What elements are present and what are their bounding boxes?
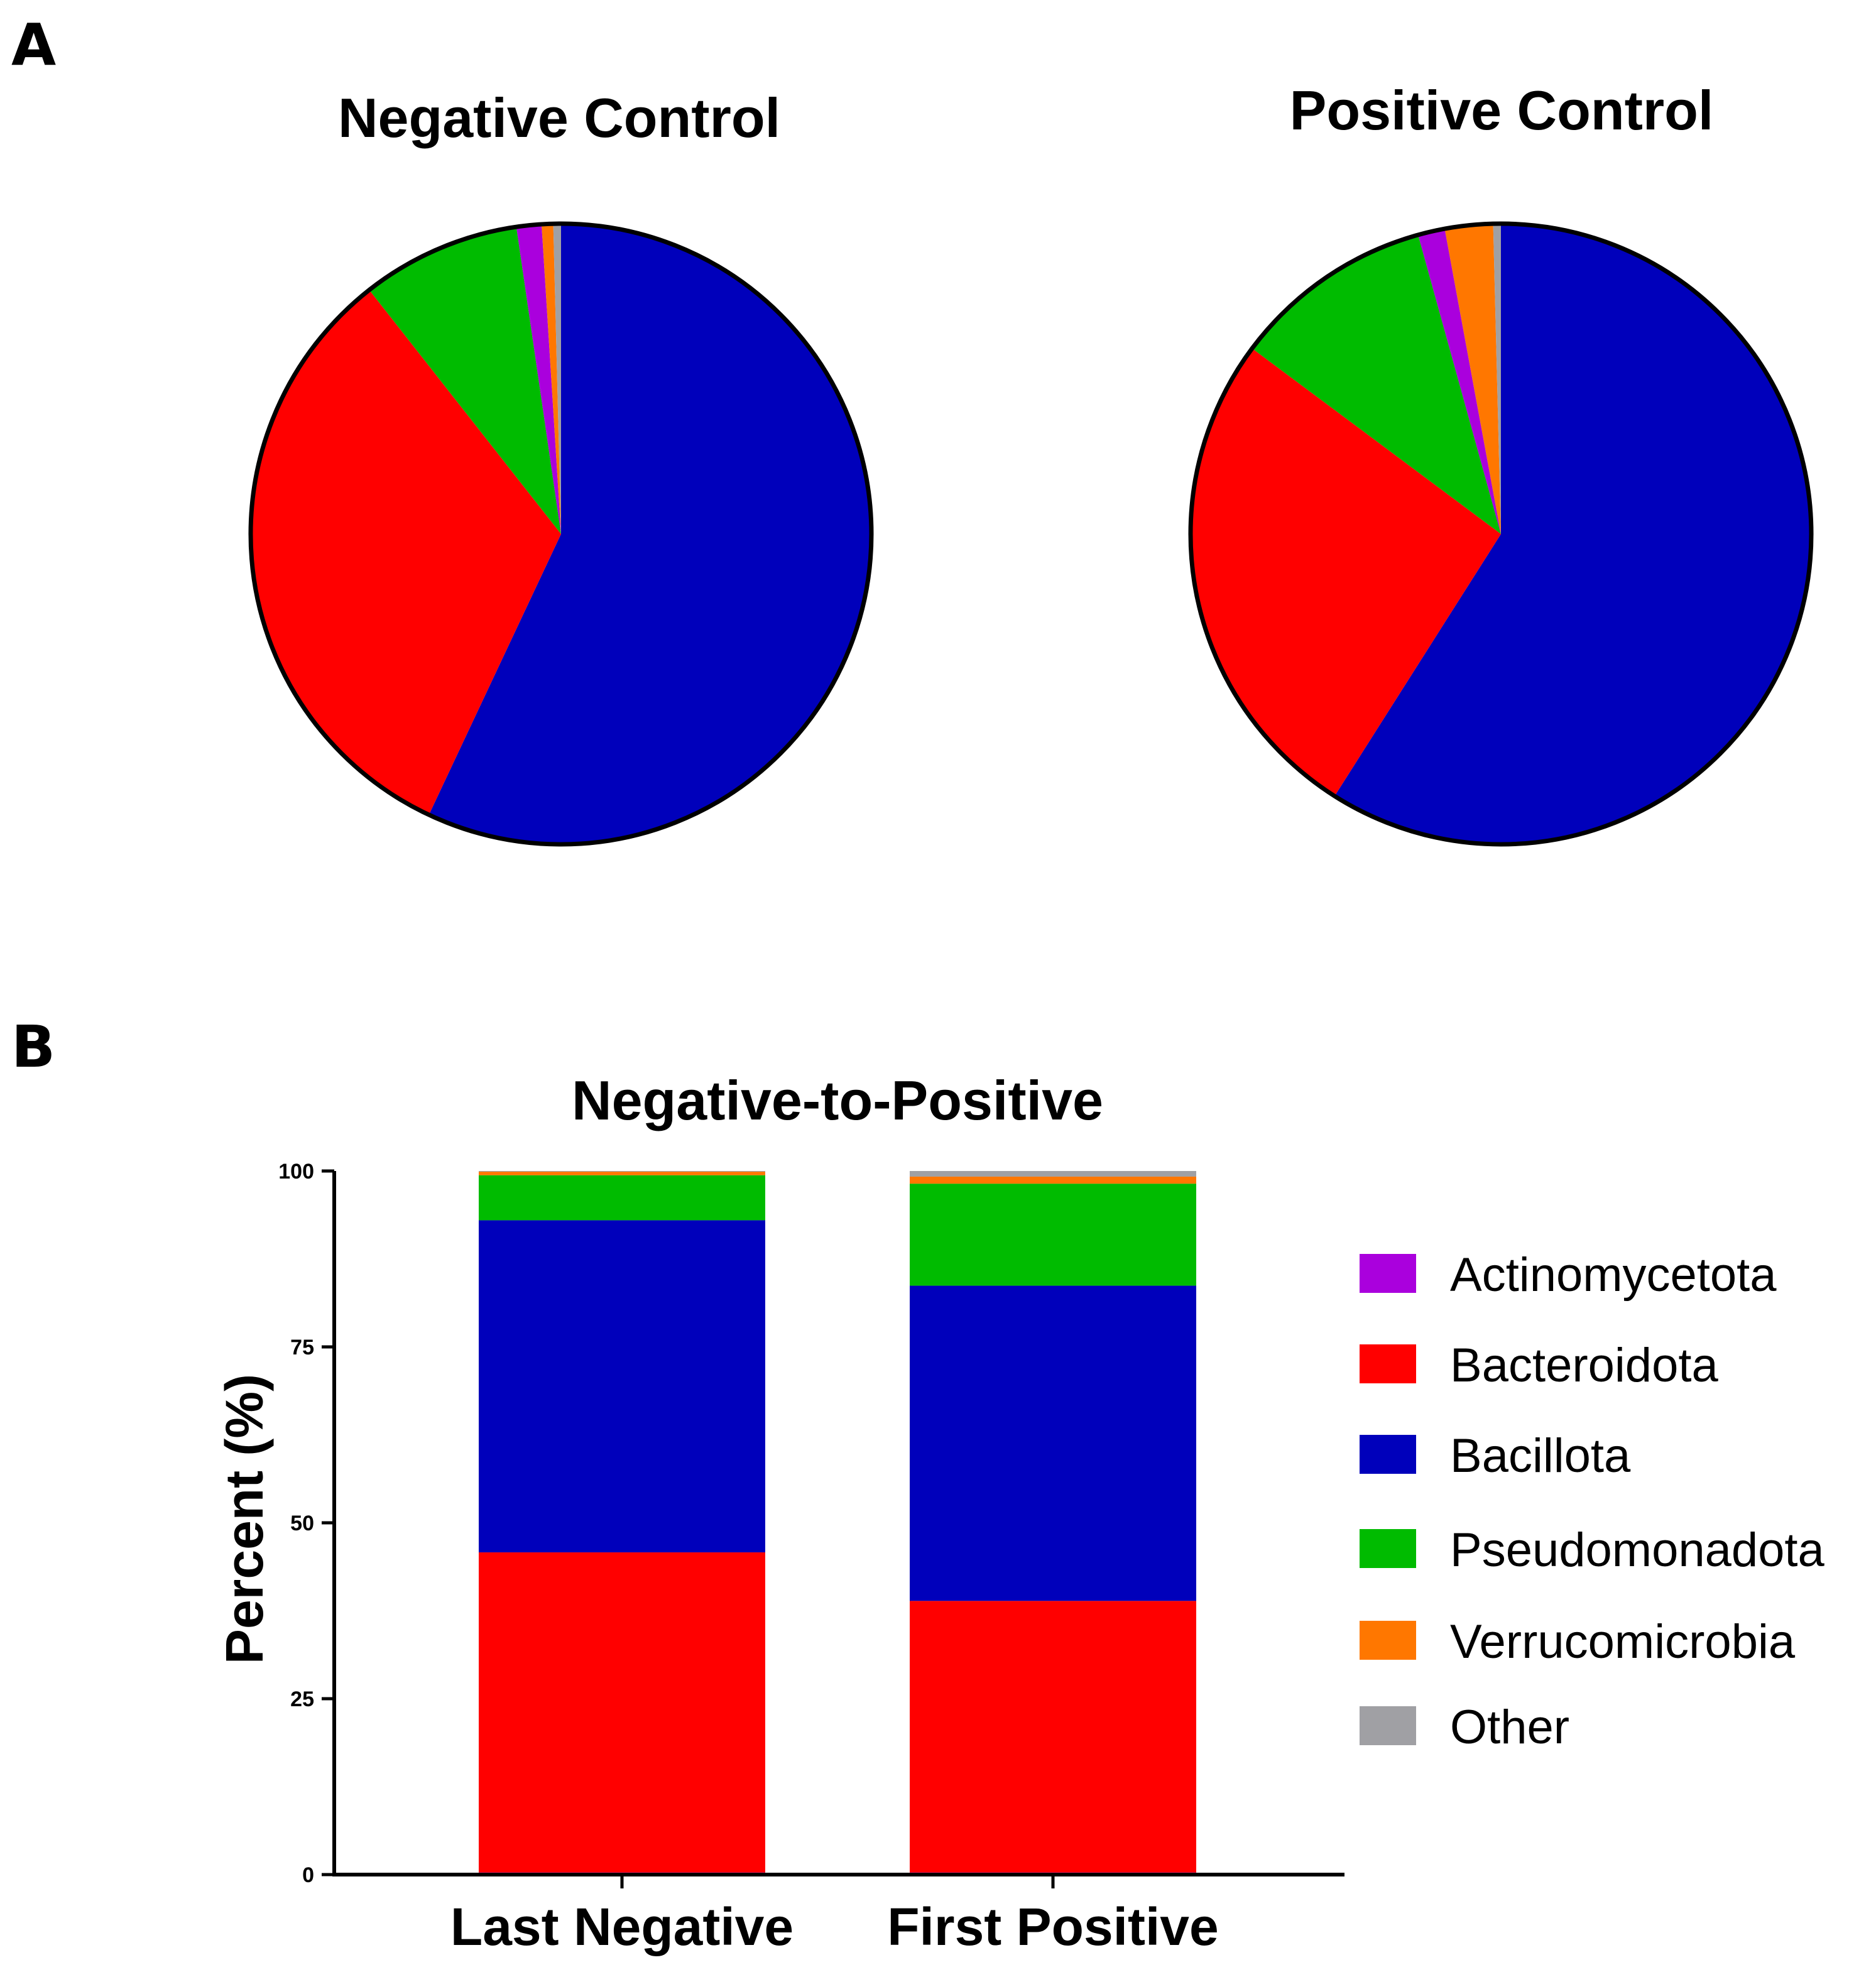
bar-first-positive-verrucomicrobia [910,1176,1196,1184]
bar-last-negative-pseudomonadota [479,1175,765,1221]
bar-first-positive-bacillota [910,1285,1196,1601]
negative-control-pie: Negative Control [248,87,874,847]
bar-last-negative-verrucomicrobia [479,1172,765,1175]
positive-control-slice-other [1493,224,1501,534]
negative-control-slice-other [553,224,561,534]
positive-control-slice-bacteroidota [1190,348,1501,797]
legend-label-actinomycetota: Actinomycetota [1450,1248,1777,1302]
legend-swatch-bacillota [1360,1435,1416,1474]
legend-label-verrucomicrobia: Verrucomicrobia [1450,1615,1796,1669]
x-category-label-last-negative: Last Negative [450,1897,793,1956]
bar-last-negative-bacteroidota [479,1552,765,1873]
y-tick-label-50: 50 [290,1511,314,1535]
bar-first-positive-pseudomonadota [910,1184,1196,1286]
negative-control-slice-bacteroidota [251,290,561,815]
legend-swatch-verrucomicrobia [1360,1621,1416,1660]
positive-control-slice-pseudomonadota [1252,234,1501,534]
negative-control-slice-bacillota [428,224,872,844]
positive-control-title: Positive Control [1290,79,1714,141]
positive-control-outline [1188,221,1814,847]
legend-swatch-other [1360,1706,1416,1745]
positive-control-slice-verrucomicrobia [1444,224,1501,534]
bar-first-positive-bacteroidota [910,1601,1196,1873]
bar-last-negative-bacillota [479,1220,765,1553]
legend: Actinomycetota Bacteroidota Bacillota Pseud… [1360,1248,1825,1754]
panel-label-a: A [11,11,56,79]
negative-control-slice-verrucomicrobia [541,224,561,534]
positive-control-slice-bacillota [1334,224,1811,845]
y-axis-title: Percent (%) [215,1374,274,1664]
legend-swatch-bacteroidota [1360,1344,1416,1383]
legend-swatch-actinomycetota [1360,1254,1416,1293]
negative-control-title: Negative Control [338,87,780,149]
positive-control-pie: Positive Control [1188,79,1814,847]
legend-label-bacillota: Bacillota [1450,1429,1631,1483]
legend-label-bacteroidota: Bacteroidota [1450,1339,1718,1392]
legend-label-other: Other [1450,1701,1569,1754]
bar-chart-title: Negative-to-Positive [572,1069,1103,1131]
y-tick-label-100: 100 [278,1160,314,1184]
x-category-label-first-positive: First Positive [887,1897,1219,1956]
panel-label-b: B [11,1013,55,1081]
y-tick-label-0: 0 [302,1863,314,1887]
bar-first-positive-other [910,1171,1196,1177]
negative-control-slice-actinomycetota [516,224,561,534]
legend-label-pseudomonadota: Pseudomonadota [1450,1523,1825,1577]
legend-swatch-pseudomonadota [1360,1529,1416,1568]
negative-control-outline [248,221,874,847]
y-tick-label-75: 75 [290,1336,314,1359]
stacked-bar-chart: Negative-to-Positive Percent (%) 0 25 50 75… [215,1069,1825,1956]
bar-last-negative-other [479,1171,765,1172]
positive-control-slice-actinomycetota [1418,229,1501,534]
negative-control-slice-pseudomonadota [369,227,561,534]
y-tick-label-25: 25 [290,1687,314,1711]
